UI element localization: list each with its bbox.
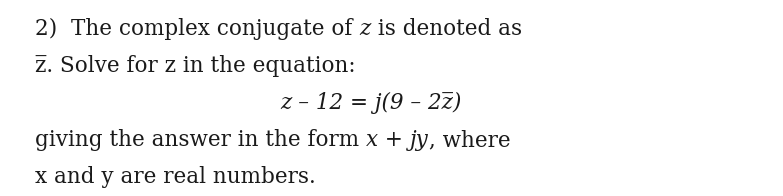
Text: , where: , where — [428, 129, 511, 151]
Text: is denoted as: is denoted as — [370, 18, 521, 40]
Text: z – 12 = j(9 – 2z̅): z – 12 = j(9 – 2z̅) — [280, 92, 461, 114]
Text: x: x — [366, 129, 378, 151]
Text: z: z — [359, 18, 370, 40]
Text: z̅. Solve for z in the equation:: z̅. Solve for z in the equation: — [35, 55, 355, 77]
Text: +: + — [378, 129, 410, 151]
Text: 2)  The complex conjugate of: 2) The complex conjugate of — [35, 18, 359, 40]
Text: giving the answer in the form: giving the answer in the form — [35, 129, 366, 151]
Text: jy: jy — [410, 129, 428, 151]
Text: x and y are real numbers.: x and y are real numbers. — [35, 166, 316, 188]
